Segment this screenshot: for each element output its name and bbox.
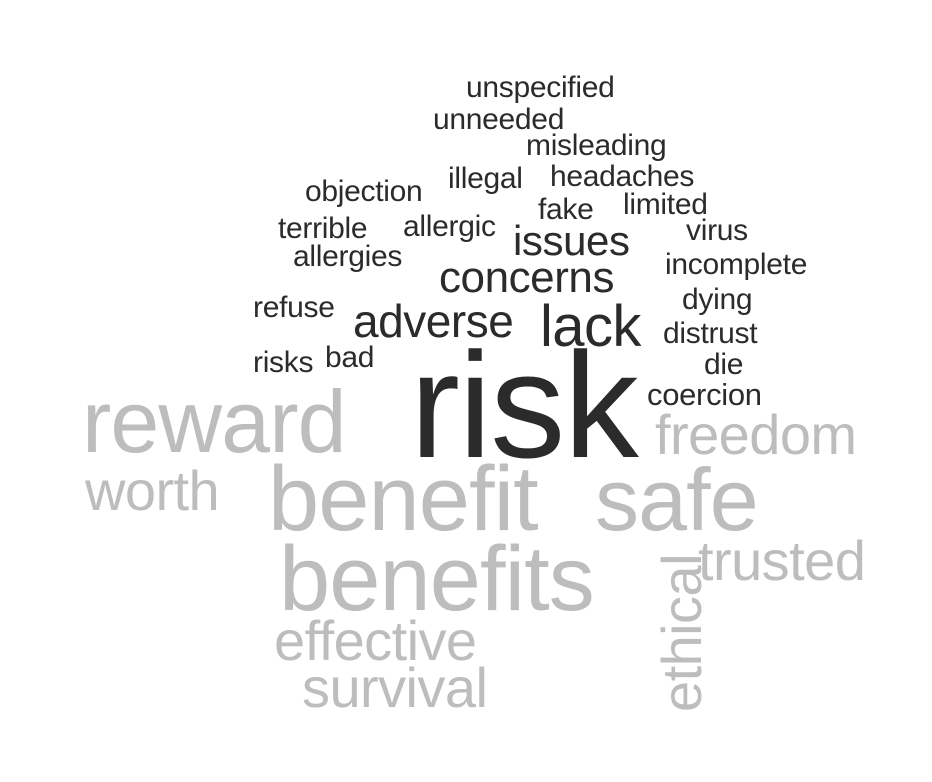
word-allergies: allergies: [293, 240, 403, 273]
word-unneeded: unneeded: [433, 103, 565, 136]
word-unspecified: unspecified: [466, 71, 615, 104]
word-virus: virus: [686, 214, 748, 247]
word-illegal: illegal: [448, 162, 523, 195]
word-misleading: misleading: [526, 129, 667, 162]
word-concerns: concerns: [439, 253, 615, 302]
word-allergic: allergic: [403, 210, 496, 243]
word-coercion: coercion: [647, 377, 762, 412]
word-worth: worth: [85, 459, 220, 522]
word-reward: reward: [82, 372, 347, 471]
word-die: die: [704, 348, 744, 381]
word-limited: limited: [623, 188, 708, 221]
word-refuse: refuse: [253, 291, 335, 324]
word-terrible: terrible: [278, 212, 368, 245]
word-objection: objection: [305, 175, 423, 208]
word-benefits: benefits: [279, 528, 595, 630]
word-freedom: freedom: [655, 403, 857, 466]
word-safe: safe: [595, 450, 759, 549]
word-distrust: distrust: [663, 317, 758, 350]
word-risks: risks: [253, 346, 314, 379]
word-fake: fake: [538, 193, 594, 226]
word-incomplete: incomplete: [665, 248, 808, 281]
word-issues: issues: [513, 217, 630, 264]
word-benefit: benefit: [268, 448, 539, 550]
word-headaches: headaches: [550, 160, 695, 193]
word-dying: dying: [682, 283, 753, 316]
word-bad: bad: [325, 341, 375, 374]
word-survival: survival: [302, 656, 488, 719]
word-trusted: trusted: [698, 529, 866, 592]
word-lack: lack: [540, 294, 641, 359]
word-adverse: adverse: [353, 295, 514, 347]
word-effective: effective: [274, 609, 477, 672]
word-risk: risk: [410, 321, 639, 489]
